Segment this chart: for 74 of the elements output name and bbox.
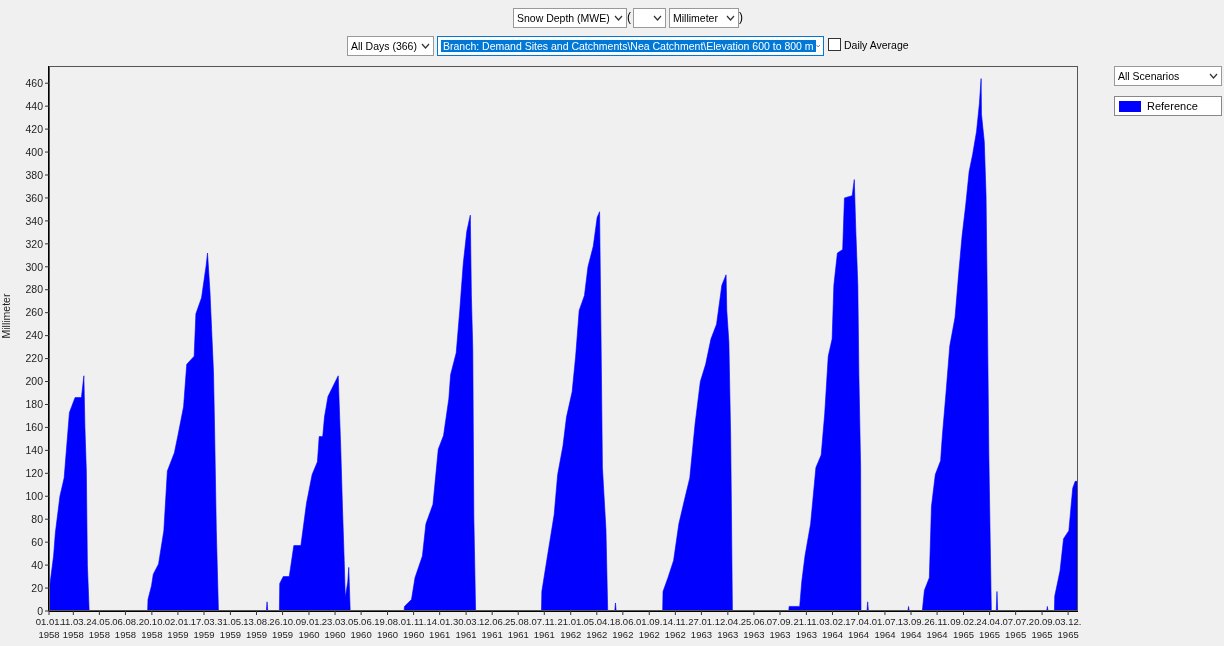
y-tick-label: 220 xyxy=(25,352,44,365)
x-tick-label: 19.08. 1960 xyxy=(374,616,401,640)
x-tick-label: 31.05. 1959 xyxy=(217,616,244,640)
x-tick-label: 20.10. 1958 xyxy=(138,616,166,640)
x-tick-label: 01.11. 1960 xyxy=(400,616,427,640)
text: Snow Depth (MWE) xyxy=(517,12,610,24)
x-tick-label: 27.01. 1963 xyxy=(688,616,715,640)
text: ( xyxy=(627,10,631,24)
text: Millimeter xyxy=(673,12,718,24)
x-tick-label: 03.12. 1965 xyxy=(1054,616,1082,640)
x-tick-label: 05.04. 1962 xyxy=(583,616,610,640)
x-tick-label: 21.11. 1963 xyxy=(793,616,820,640)
x-tick-label: 12.04. 1963 xyxy=(714,616,742,640)
x-tick-label: 02.01. 1959 xyxy=(164,616,192,640)
x-tick-label: 20.09. 1965 xyxy=(1028,616,1056,640)
x-tick-label: 07.07. 1965 xyxy=(1002,616,1029,640)
x-tick-label: 05.06. 1960 xyxy=(347,616,375,640)
x-tick-label: 25.08. 1961 xyxy=(505,616,532,640)
x-tick-label: 11.03. 1958 xyxy=(60,616,87,640)
y-axis-title: Millimeter xyxy=(0,293,12,339)
x-tick-label: 25.06. 1963 xyxy=(740,616,768,640)
x-tick-label: 26.10. 1959 xyxy=(269,616,296,640)
x-tick-label: 13.09. 1964 xyxy=(897,616,925,640)
x-tick-label: 14.01. 1961 xyxy=(426,616,453,640)
x-tick-label: 23.03. 1960 xyxy=(321,616,349,640)
y-tick-label: 180 xyxy=(25,398,44,411)
x-tick-label: 13.08. 1959 xyxy=(243,616,270,640)
y-tick-label: 200 xyxy=(25,375,44,388)
x-tick-label: 07.09. 1963 xyxy=(766,616,794,640)
y-tick-label: 20 xyxy=(31,581,44,594)
x-tick-label: 24.05. 1958 xyxy=(86,616,113,640)
x-tick-label: 17.04. 1964 xyxy=(845,616,872,640)
text: Daily Average xyxy=(844,38,909,51)
text: All Days (366) xyxy=(351,40,417,52)
x-tick-label: 24.04. 1965 xyxy=(976,616,1003,640)
x-tick-label: 03.02. 1964 xyxy=(819,616,846,640)
x-tick-label: 14.11. 1962 xyxy=(662,616,689,640)
x-tick-label: 01.09. 1962 xyxy=(636,616,663,640)
x-tick-label: 07.11. 1961 xyxy=(531,616,558,640)
y-tick-label: 100 xyxy=(25,489,44,502)
text: Branch: Demand Sites and Catchments\Nea Catchment\Elevation 600 to 800 m xyxy=(441,40,816,52)
x-tick-label: 09.02. 1965 xyxy=(950,616,977,640)
text: ) xyxy=(739,10,743,24)
x-tick-label: 01.07. 1964 xyxy=(871,616,899,640)
y-tick-label: 420 xyxy=(25,122,44,135)
x-tick-label: 17.03. 1959 xyxy=(190,616,218,640)
y-tick-label: 160 xyxy=(25,421,44,434)
y-tick-label: 460 xyxy=(25,76,44,89)
y-tick-label: 140 xyxy=(25,444,44,457)
y-tick-label: 0 xyxy=(37,604,44,617)
y-tick-label: 400 xyxy=(25,145,44,158)
x-tick-label: 01.01. 1958 xyxy=(35,616,63,640)
y-tick-label: 80 xyxy=(31,512,44,525)
y-tick-label: 300 xyxy=(25,260,44,273)
legend-label: Reference xyxy=(1147,100,1198,112)
x-tick-label: 26.11. 1964 xyxy=(924,616,950,640)
y-tick-label: 280 xyxy=(25,283,44,296)
x-tick-label: 12.06. 1961 xyxy=(478,616,506,640)
x-tick-label: 21.01. 1962 xyxy=(557,616,584,640)
y-tick-label: 240 xyxy=(25,329,44,342)
y-tick-label: 60 xyxy=(31,535,44,548)
x-tick-label: 30.03. 1961 xyxy=(452,616,480,640)
text: All Scenarios xyxy=(1118,70,1180,82)
y-tick-label: 340 xyxy=(25,214,44,227)
y-tick-label: 120 xyxy=(25,467,44,480)
y-tick-label: 440 xyxy=(25,99,44,112)
x-tick-label: 09.01. 1960 xyxy=(295,616,323,640)
y-tick-label: 320 xyxy=(25,237,44,250)
y-tick-label: 260 xyxy=(25,306,44,319)
y-tick-label: 40 xyxy=(31,558,44,571)
y-tick-label: 360 xyxy=(25,191,44,204)
y-tick-label: 380 xyxy=(25,168,44,181)
x-tick-label: 06.08. 1958 xyxy=(112,616,139,640)
x-tick-label: 18.06. 1962 xyxy=(609,616,637,640)
